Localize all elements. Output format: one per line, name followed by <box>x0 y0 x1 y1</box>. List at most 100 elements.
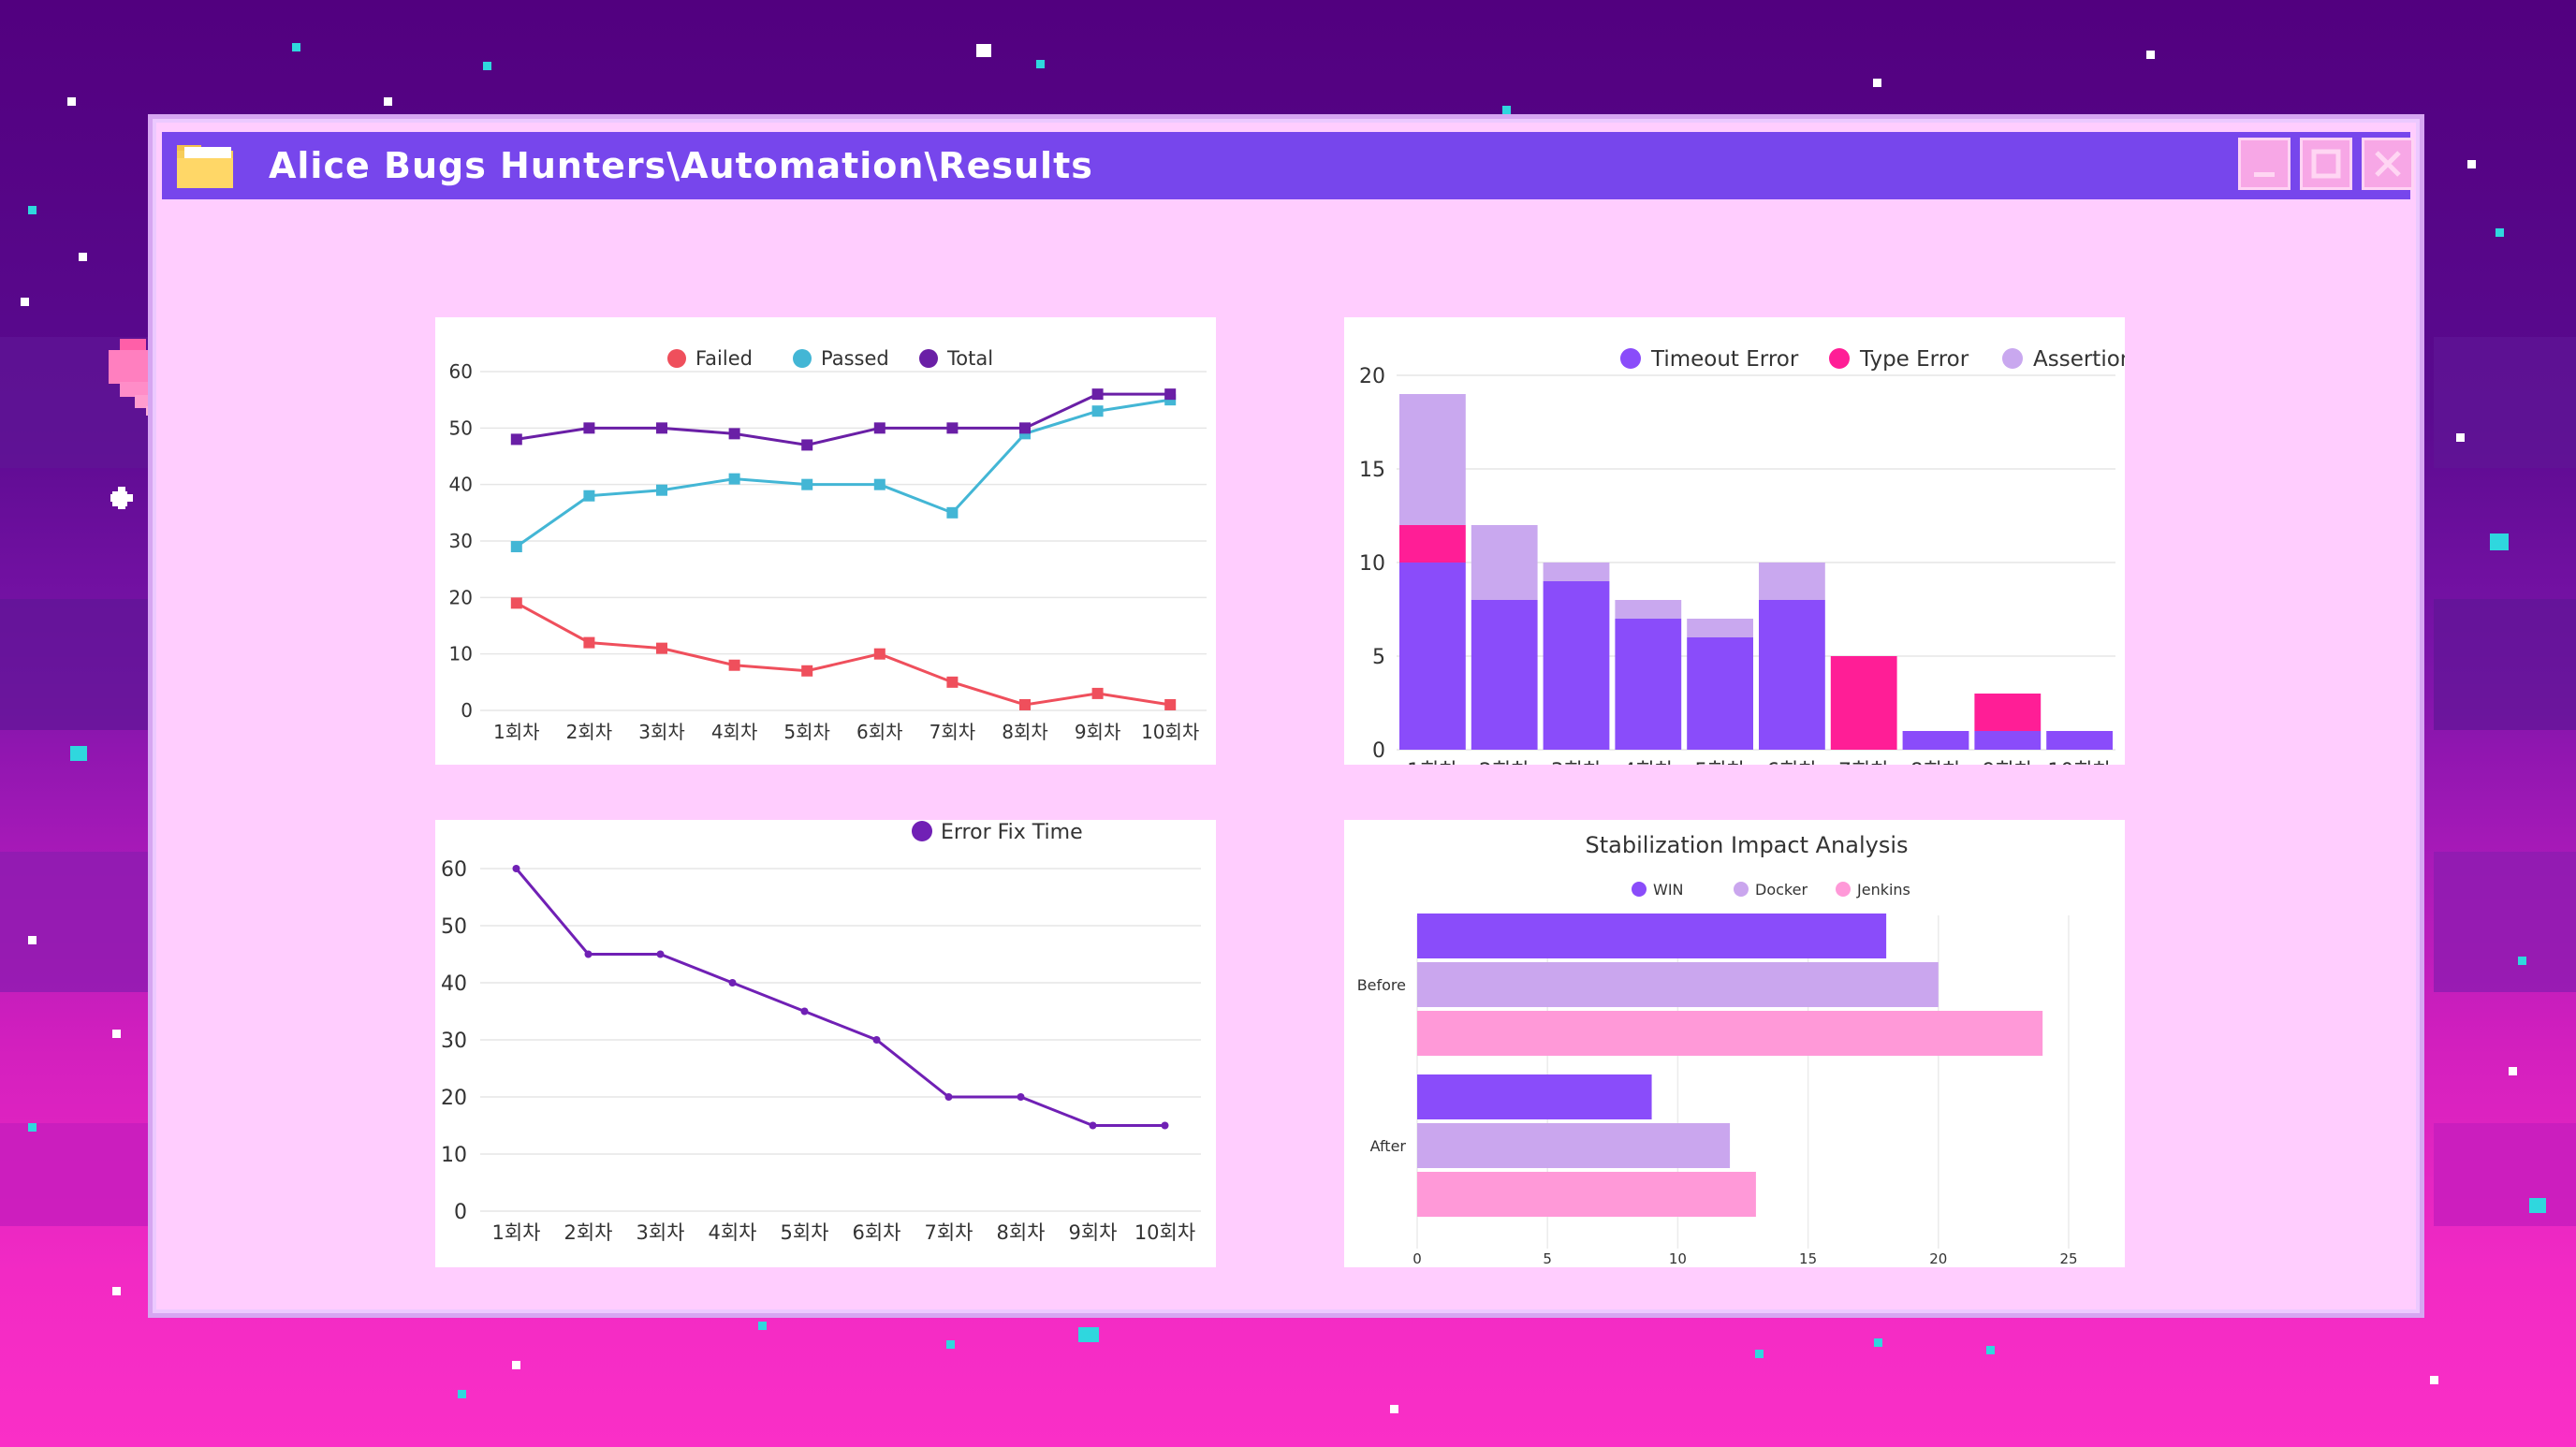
data-point <box>1164 698 1177 710</box>
data-point <box>1017 1093 1025 1101</box>
x-tick-label: 3회차 <box>638 721 685 743</box>
data-point <box>800 1007 809 1016</box>
x-tick-label: 8회차 <box>1002 721 1048 743</box>
x-tick-label: 9회차 <box>1075 721 1121 743</box>
data-point <box>946 422 959 434</box>
legend-marker <box>1734 882 1749 897</box>
data-point <box>1019 698 1031 710</box>
data-point <box>512 865 520 872</box>
x-tick-label: 20 <box>1929 1250 1947 1267</box>
series-line <box>515 868 1165 1127</box>
close-button[interactable] <box>2362 138 2414 190</box>
data-point <box>583 636 595 649</box>
bar-segment <box>1615 600 1682 619</box>
data-point <box>728 428 740 440</box>
y-tick-label: 50 <box>449 417 473 439</box>
title-bar[interactable]: Alice Bugs Hunters\Automation\Results <box>162 132 2414 199</box>
bar-segment <box>1543 581 1610 750</box>
results-chart-panel: 0 10 20 30 40 50 60 1회차 2회차 3회차 4회차 5회차 6회차 7회차 8회차 9회차… <box>435 317 1216 765</box>
legend-label: Docker <box>1755 881 1808 899</box>
data-point <box>728 659 740 671</box>
data-point <box>1091 405 1104 417</box>
x-tick-label: 7회차 <box>924 1221 973 1244</box>
series-line <box>516 392 1171 446</box>
maximize-button[interactable] <box>2300 138 2352 190</box>
y-tick-label: 30 <box>449 530 473 552</box>
x-tick-label: 3회차 <box>1551 760 1602 765</box>
x-tick-label: 10 <box>1669 1250 1687 1267</box>
x-tick-label: 8회차 <box>996 1221 1045 1244</box>
data-point <box>872 1036 881 1044</box>
legend-label: Error Fix Time <box>941 821 1083 844</box>
minimize-button[interactable] <box>2238 138 2291 190</box>
bar <box>1417 1123 1731 1168</box>
bar-segment <box>1974 694 2042 731</box>
bar-segment <box>1687 637 1753 750</box>
y-tick-label: 40 <box>449 474 473 496</box>
y-tick-label: 50 <box>441 915 467 939</box>
stabilization-chart-panel: 0 5 10 15 20 25 Before After Stabilization Impac… <box>1344 820 2125 1267</box>
data-point <box>1019 422 1031 434</box>
legend-marker <box>2002 348 2023 369</box>
y-tick-label: After <box>1370 1137 1407 1155</box>
legend-marker <box>667 349 686 368</box>
results-line-chart: 0 10 20 30 40 50 60 1회차 2회차 3회차 4회차 5회차 6회차 7회차 8회차 9회차… <box>449 347 1207 743</box>
chart-title: Stabilization Impact Analysis <box>1585 832 1908 858</box>
x-tick-label: 4회차 <box>1623 760 1674 765</box>
y-tick-label: 30 <box>441 1030 467 1053</box>
folder-icon <box>177 145 233 188</box>
bar-segment <box>1759 600 1825 750</box>
x-tick-label: 10회차 <box>2047 760 2111 765</box>
minimize-icon <box>2254 172 2275 177</box>
data-point <box>1091 388 1104 401</box>
data-point <box>873 478 886 490</box>
y-tick-label: 0 <box>1372 739 1385 763</box>
data-point <box>656 422 667 434</box>
data-point <box>510 541 522 553</box>
legend-marker <box>1620 348 1641 369</box>
bar-segment <box>1471 525 1538 600</box>
data-point <box>1161 1121 1169 1130</box>
legend-marker <box>1836 882 1851 897</box>
legend-marker <box>1632 882 1647 897</box>
bar <box>1417 1074 1652 1119</box>
y-tick-label: 60 <box>449 360 473 383</box>
data-point <box>728 473 740 485</box>
x-tick-label: 10회차 <box>1134 1221 1195 1244</box>
bar-segment <box>1399 394 1466 525</box>
data-point <box>1089 1121 1097 1130</box>
legend-marker <box>793 349 812 368</box>
data-point <box>656 950 665 958</box>
bar-segment <box>1399 563 1466 750</box>
y-tick-label: 5 <box>1372 646 1385 669</box>
data-point <box>656 484 667 496</box>
y-tick-label: 60 <box>441 858 467 882</box>
bar-segment <box>1974 731 2042 750</box>
y-tick-label: 40 <box>441 972 467 996</box>
y-tick-label: 0 <box>461 699 473 722</box>
legend-label: Jenkins <box>1856 881 1910 899</box>
legend-label: Total <box>946 347 993 370</box>
fix-time-line-chart: 0 10 20 30 40 50 60 1회차 2회차 3회차 4회차 5회차 6회차 7회차 8회차 9회차… <box>441 821 1201 1244</box>
y-tick-label: 10 <box>441 1144 467 1167</box>
x-tick-label: 3회차 <box>636 1221 684 1244</box>
close-icon <box>2375 151 2401 177</box>
y-tick-label: 15 <box>1359 459 1385 482</box>
data-point <box>873 648 886 660</box>
legend-label: Timeout Error <box>1650 347 1799 372</box>
errors-stacked-bar-chart: 0 5 10 15 20 1회차 2회차 3회차 4회차 5회차 6회차 7회차 8회차 9회차 10회차 T… <box>1359 347 2125 765</box>
x-tick-label: 5회차 <box>1694 760 1745 765</box>
data-point <box>946 506 959 519</box>
x-tick-label: 5 <box>1543 1250 1552 1267</box>
x-tick-label: 5회차 <box>783 721 830 743</box>
x-tick-label: 25 <box>2059 1250 2077 1267</box>
x-tick-label: 9회차 <box>1068 1221 1117 1244</box>
bar <box>1417 1011 2043 1056</box>
y-tick-label: Before <box>1357 976 1406 994</box>
y-tick-label: 20 <box>1359 365 1385 388</box>
x-tick-label: 7회차 <box>1838 760 1889 765</box>
x-tick-label: 10회차 <box>1141 721 1199 743</box>
series-line <box>515 398 1171 548</box>
bar-segment <box>1543 563 1610 581</box>
data-point <box>728 979 737 987</box>
